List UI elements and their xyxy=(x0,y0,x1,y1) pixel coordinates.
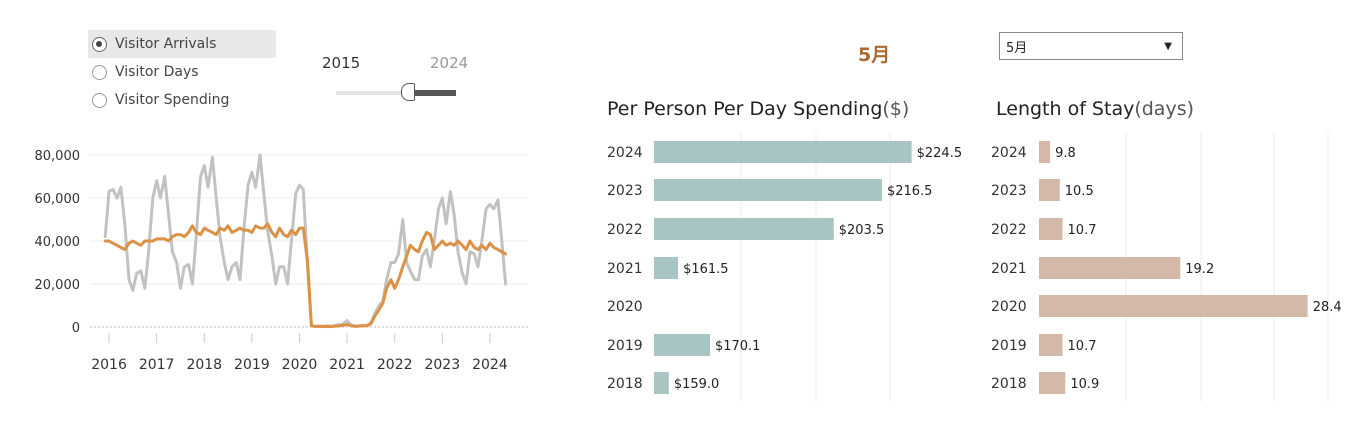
spending-title-unit: ($) xyxy=(882,98,910,120)
x-tick-label: 2024 xyxy=(472,357,508,373)
radio-label: Visitor Spending xyxy=(115,92,230,108)
x-tick-label: 2020 xyxy=(282,357,318,373)
year-range-start-label: 2015 xyxy=(322,54,361,72)
y-tick-label: 0 xyxy=(72,321,80,336)
bar-value-label: $203.5 xyxy=(839,223,885,238)
caret-down-icon: ▼ xyxy=(1164,40,1172,52)
y-tick-label: 80,000 xyxy=(35,149,81,164)
bar-value-label: $161.5 xyxy=(683,262,729,277)
bar xyxy=(654,141,912,163)
bar xyxy=(1039,295,1308,317)
radio-visitor-days[interactable]: Visitor Days xyxy=(88,58,276,86)
stay-title-unit: (days) xyxy=(1134,98,1194,120)
bar-value-label: $216.5 xyxy=(887,184,933,199)
x-tick-label: 2023 xyxy=(424,357,460,373)
category-label: 2021 xyxy=(607,261,643,277)
stay-chart-title: Length of Stay(days) xyxy=(996,98,1194,120)
x-tick-label: 2017 xyxy=(139,357,175,373)
year-slider-fill xyxy=(412,90,456,96)
year-range-end-label: 2024 xyxy=(430,54,469,72)
radio-label: Visitor Arrivals xyxy=(115,36,217,52)
measure-radio-group: Visitor Arrivals Visitor Days Visitor Sp… xyxy=(88,30,276,114)
bar-value-label: $159.0 xyxy=(674,377,720,392)
bar-value-label: 9.8 xyxy=(1055,146,1076,161)
bar xyxy=(1039,372,1066,394)
bar-value-label: 10.7 xyxy=(1068,223,1097,238)
bar xyxy=(654,372,669,394)
series-line-gray xyxy=(103,153,508,328)
category-label: 2021 xyxy=(991,261,1027,277)
category-label: 2020 xyxy=(991,299,1027,315)
bar-value-label: 10.5 xyxy=(1065,184,1094,199)
month-dropdown[interactable]: 5月 ▼ xyxy=(999,32,1183,60)
bar xyxy=(1039,218,1063,240)
category-label: 2022 xyxy=(607,222,643,238)
bar xyxy=(654,257,679,279)
y-tick-label: 20,000 xyxy=(35,278,81,293)
radio-empty-icon xyxy=(92,92,107,108)
bar xyxy=(654,179,882,201)
category-label: 2024 xyxy=(607,145,643,161)
bar xyxy=(1039,141,1051,163)
category-label: 2023 xyxy=(607,183,643,199)
series-line-orange xyxy=(103,222,508,329)
bar-value-label: 28.4 xyxy=(1313,300,1342,315)
bar-value-label: 10.9 xyxy=(1070,377,1099,392)
y-tick-label: 60,000 xyxy=(35,192,81,207)
category-label: 2023 xyxy=(991,183,1027,199)
x-tick-label: 2021 xyxy=(329,357,365,373)
bar xyxy=(1039,179,1060,201)
radio-empty-icon xyxy=(92,64,107,80)
category-label: 2022 xyxy=(991,222,1027,238)
category-label: 2018 xyxy=(991,376,1027,392)
radio-visitor-arrivals[interactable]: Visitor Arrivals xyxy=(88,30,276,58)
x-tick-label: 2022 xyxy=(377,357,413,373)
x-tick-label: 2018 xyxy=(186,357,222,373)
month-dropdown-value: 5月 xyxy=(1006,40,1028,56)
bar-value-label: $170.1 xyxy=(715,339,761,354)
spending-chart-title: Per Person Per Day Spending($) xyxy=(607,98,909,120)
category-label: 2019 xyxy=(607,338,643,354)
category-label: 2020 xyxy=(607,299,643,315)
bar-value-label: $224.5 xyxy=(917,146,963,161)
category-label: 2018 xyxy=(607,376,643,392)
stay-title-text: Length of Stay xyxy=(996,98,1135,120)
x-tick-label: 2016 xyxy=(91,357,127,373)
x-tick-label: 2019 xyxy=(234,357,270,373)
spending-title-text: Per Person Per Day Spending xyxy=(607,98,883,120)
category-label: 2019 xyxy=(991,338,1027,354)
category-label: 2024 xyxy=(991,145,1027,161)
year-slider-track[interactable] xyxy=(336,91,456,95)
bar xyxy=(654,334,710,356)
y-tick-label: 40,000 xyxy=(35,235,81,250)
bar xyxy=(1039,334,1063,356)
year-slider-handle[interactable] xyxy=(401,83,415,101)
radio-visitor-spending[interactable]: Visitor Spending xyxy=(88,86,276,114)
bar xyxy=(1039,257,1181,279)
bar-value-label: 10.7 xyxy=(1068,339,1097,354)
bar xyxy=(654,218,834,240)
month-title: 5月 xyxy=(858,44,891,66)
radio-label: Visitor Days xyxy=(115,64,199,80)
bar-value-label: 19.2 xyxy=(1185,262,1214,277)
radio-selected-icon xyxy=(92,36,107,52)
